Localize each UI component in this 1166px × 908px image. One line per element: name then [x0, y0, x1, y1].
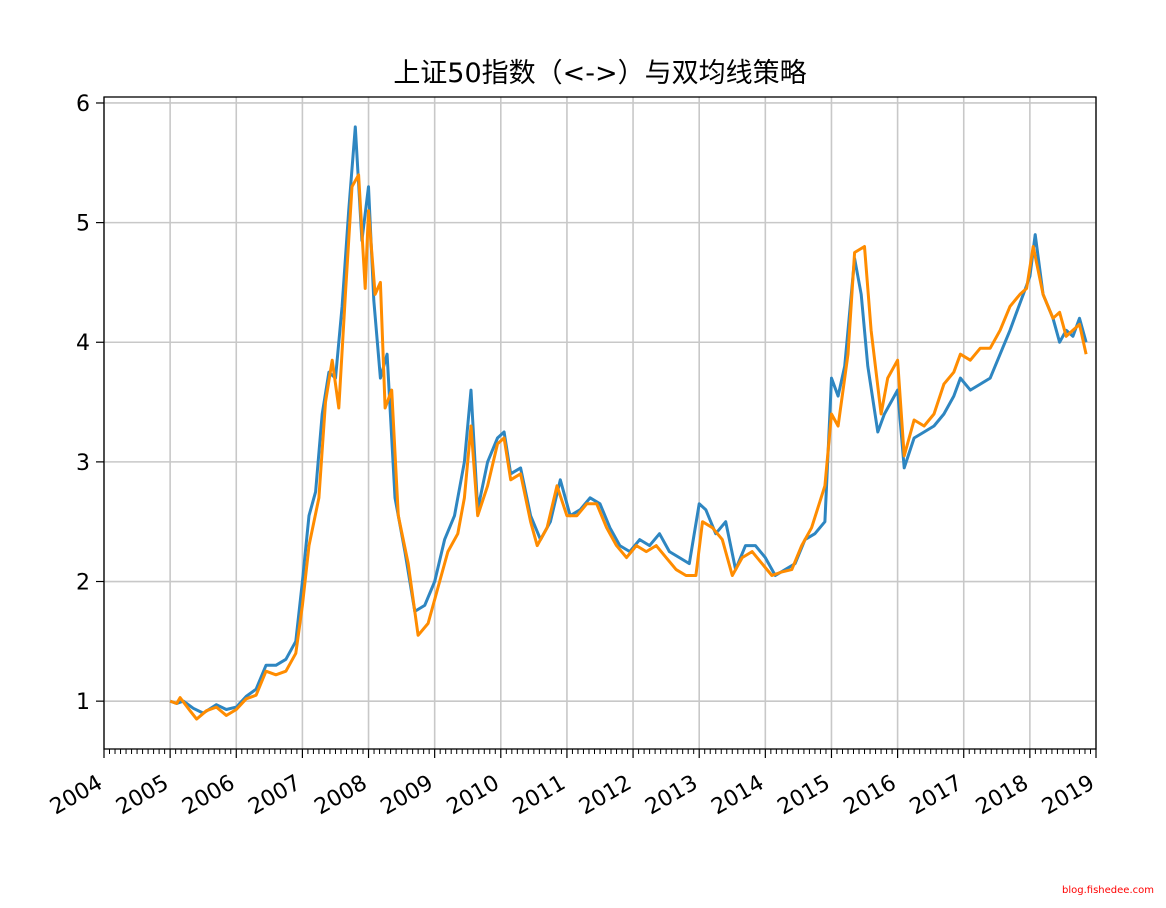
- x-tick-label: 2018: [972, 771, 1033, 821]
- x-tick-label: 2017: [906, 771, 967, 821]
- x-tick-label: 2006: [178, 771, 239, 821]
- y-tick-label: 2: [76, 571, 90, 596]
- y-tick-label: 6: [76, 92, 90, 117]
- series-line-blue: [169, 125, 1088, 715]
- series-line-orange: [169, 173, 1088, 721]
- x-tick-label: 2019: [1038, 771, 1099, 821]
- x-tick-label: 2008: [311, 771, 372, 821]
- y-tick-label: 4: [76, 331, 90, 356]
- watermark: blog.fishedee.com: [1062, 885, 1154, 896]
- plot-frame: [103, 96, 1097, 750]
- y-tick-label: 3: [76, 451, 90, 476]
- grid: [103, 97, 1097, 749]
- series-layer: [169, 125, 1088, 721]
- x-tick-label: 2012: [575, 771, 636, 821]
- y-tick-label: 1: [76, 690, 90, 715]
- x-tick-label: 2010: [443, 771, 504, 821]
- x-tick-label: 2005: [112, 771, 173, 821]
- x-tick-label: 2007: [244, 771, 305, 821]
- x-tick-label: 2016: [840, 771, 901, 821]
- x-tick-label: 2014: [707, 771, 768, 821]
- x-tick-label: 2004: [46, 771, 107, 821]
- x-tick-label: 2015: [773, 771, 834, 821]
- x-tick-label: 2013: [641, 771, 702, 821]
- x-tick-label: 2011: [509, 771, 570, 821]
- chart-title: 上证50指数（<->）与双均线策略: [393, 58, 806, 89]
- x-tick-label: 2009: [377, 771, 438, 821]
- y-tick-label: 5: [76, 212, 90, 237]
